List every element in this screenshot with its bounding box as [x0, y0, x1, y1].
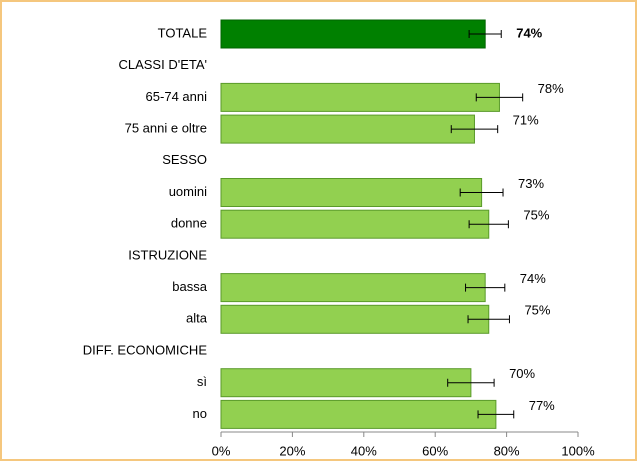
category-label: donne: [171, 216, 207, 231]
category-label: uomini: [169, 184, 207, 199]
x-tick-label: 0%: [212, 443, 231, 458]
error-bar: [467, 315, 510, 324]
x-tick-label: 60%: [422, 443, 448, 458]
value-label: 75%: [524, 303, 550, 318]
bar: [220, 114, 475, 144]
value-label: 74%: [516, 25, 542, 40]
category-label: TOTALE: [158, 25, 208, 40]
category-label: alta: [186, 311, 208, 326]
value-label: 75%: [523, 208, 549, 223]
category-label: 75 anni e oltre: [125, 121, 207, 136]
value-label: 73%: [518, 176, 544, 191]
bar: [220, 209, 490, 239]
x-tick-label: 80%: [494, 443, 520, 458]
value-label: 74%: [520, 271, 546, 286]
value-label: 71%: [513, 113, 539, 128]
bar: [220, 399, 497, 429]
category-label: sì: [197, 374, 207, 389]
value-label: 70%: [509, 366, 535, 381]
error-bar: [477, 410, 515, 419]
category-label: SESSO: [162, 152, 207, 167]
category-label: CLASSI D'ETA': [118, 57, 207, 72]
category-label: 65-74 anni: [146, 89, 208, 104]
bar: [220, 178, 483, 207]
error-bar: [468, 30, 502, 38]
bar: [220, 19, 486, 49]
bar: [220, 368, 472, 398]
category-label: DIFF. ECONOMICHE: [83, 342, 208, 357]
value-label: 78%: [538, 81, 564, 96]
error-bar: [468, 220, 509, 229]
category-label: ISTRUZIONE: [128, 247, 207, 262]
error-bar: [450, 125, 499, 134]
category-label: no: [193, 406, 207, 421]
error-bar: [475, 93, 524, 102]
error-bar: [459, 188, 504, 197]
x-tick-label: 40%: [351, 443, 377, 458]
x-tick-label: 20%: [279, 443, 305, 458]
error-bar: [447, 378, 495, 387]
bar: [220, 273, 486, 303]
error-bar: [465, 283, 506, 292]
category-label: bassa: [172, 279, 207, 294]
bar: [220, 82, 500, 112]
bar: [220, 304, 490, 334]
value-label: 77%: [529, 398, 555, 413]
x-tick-label: 100%: [561, 443, 595, 458]
